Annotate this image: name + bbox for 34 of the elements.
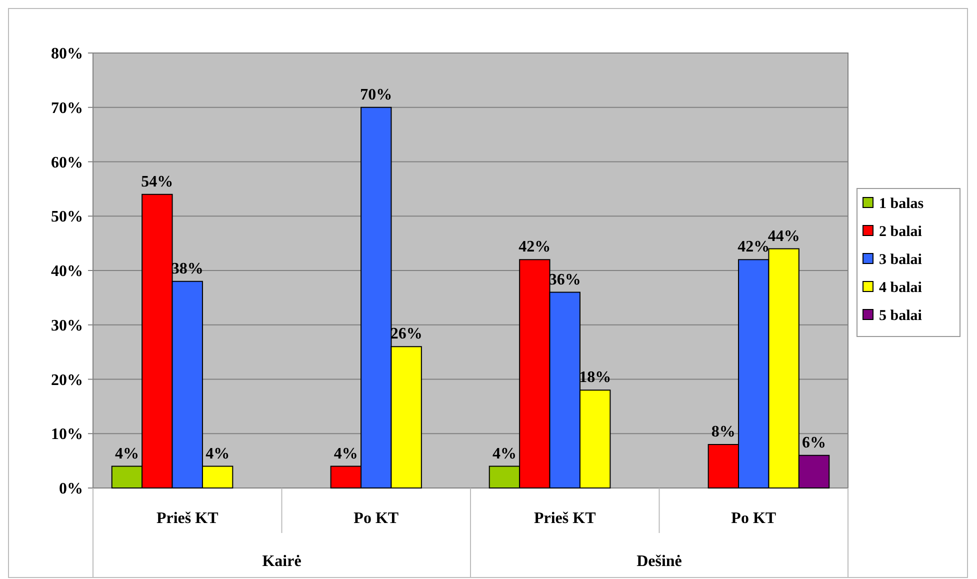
data-label: 54% <box>141 173 174 190</box>
data-label: 42% <box>518 238 551 256</box>
y-tick-label: 10% <box>51 426 83 444</box>
legend-label: 1 balas <box>879 196 924 212</box>
y-tick-label: 0% <box>59 480 83 498</box>
legend-label: 5 balai <box>879 308 922 324</box>
data-label: 8% <box>711 424 736 440</box>
legend-label: 2 balai <box>879 224 922 240</box>
x-tick-label: Po KT <box>354 510 399 527</box>
text: Dešinė <box>636 553 682 570</box>
y-tick-label: 80% <box>51 46 83 63</box>
data-label: 4% <box>206 445 230 462</box>
data-label: 38% <box>171 260 204 278</box>
y-tick-label: 30% <box>51 317 83 334</box>
data-label: 4% <box>492 445 516 462</box>
y-tick-label: 60% <box>51 154 83 172</box>
legend-label: 4 balai <box>879 280 922 296</box>
data-label: 4% <box>114 445 139 462</box>
data-label: 44% <box>768 228 800 245</box>
y-tick-label: 70% <box>51 100 83 117</box>
text: Kairė <box>262 553 302 570</box>
data-label: 26% <box>390 326 422 343</box>
x-tick-label: Prieš KT <box>534 510 596 527</box>
legend-label: 3 balai <box>879 252 922 268</box>
data-label: 70% <box>360 86 392 104</box>
data-label: 6% <box>802 434 826 452</box>
y-tick-label: 40% <box>51 263 83 280</box>
data-label: 42% <box>738 238 770 256</box>
x-tick-label: Prieš KT <box>156 510 219 527</box>
y-tick-label: 50% <box>51 208 83 226</box>
y-tick-label: 20% <box>51 372 83 389</box>
data-label: 36% <box>548 271 581 288</box>
data-label: 4% <box>334 445 358 462</box>
x-tick-label: Po KT <box>731 510 776 527</box>
